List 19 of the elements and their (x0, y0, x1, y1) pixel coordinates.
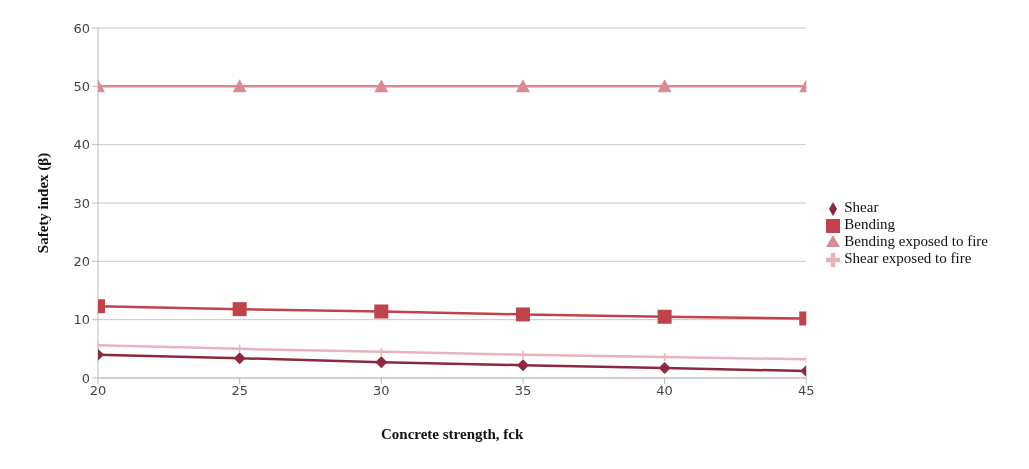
legend-label: Shear (844, 199, 879, 215)
y-tick-label: 20 (73, 253, 90, 269)
y-axis-title: Safety index (β) (35, 152, 53, 254)
legend-label: Bending (844, 216, 896, 232)
legend-label: Shear exposed to fire (844, 250, 972, 266)
x-tick-label: 45 (798, 383, 815, 399)
x-tick-label: 35 (514, 383, 532, 399)
legend-label: Bending exposed to fire (844, 233, 988, 249)
x-tick-label: 40 (656, 383, 673, 399)
y-tick-label: 10 (73, 312, 90, 328)
y-tick-label: 40 (73, 137, 90, 153)
x-tick-label: 25 (231, 383, 248, 399)
x-tick-label: 30 (373, 383, 390, 399)
y-tick-label: 50 (73, 78, 90, 94)
y-tick-label: 60 (73, 20, 90, 36)
x-axis-title: Concrete strength, fck (380, 425, 524, 442)
y-tick-label: 30 (73, 195, 90, 211)
y-tick-label: 0 (81, 370, 90, 386)
x-tick-label: 20 (89, 383, 107, 399)
